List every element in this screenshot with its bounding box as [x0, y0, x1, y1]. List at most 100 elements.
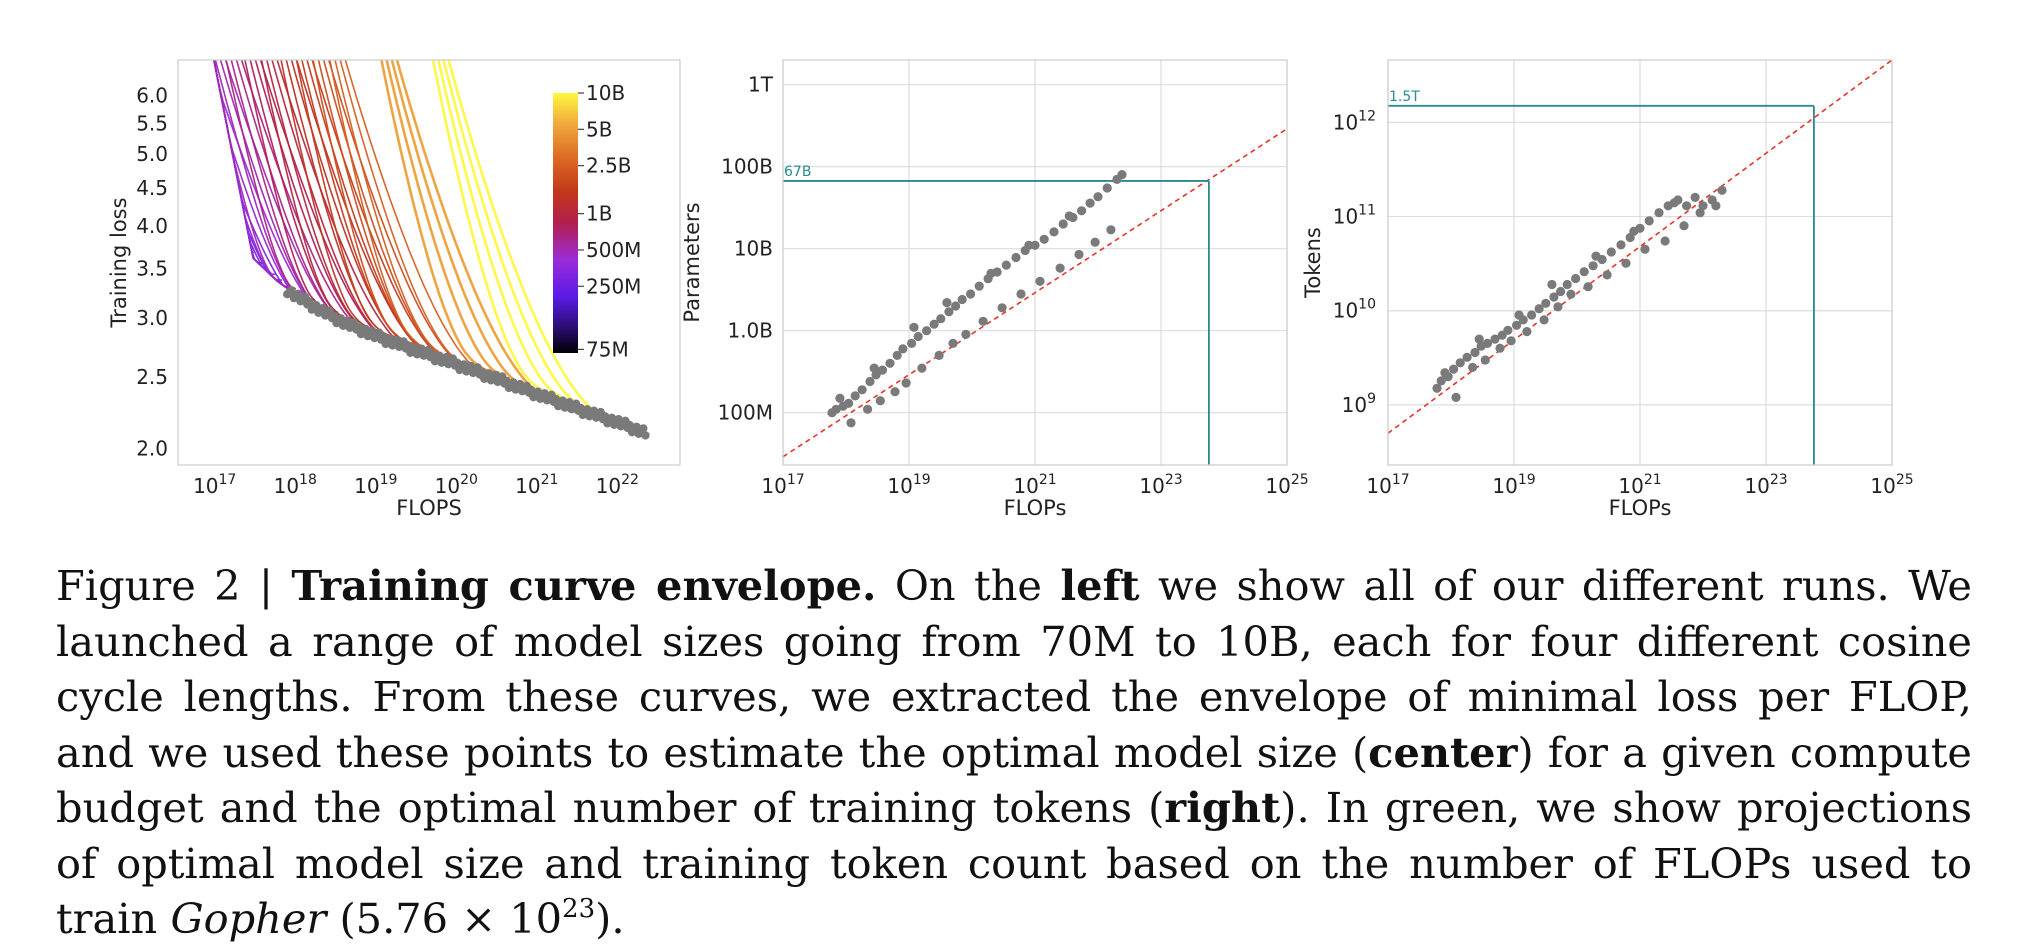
- data-point: [1470, 347, 1480, 358]
- data-point: [986, 268, 996, 278]
- data-point: [951, 301, 961, 311]
- caption-text: we show all of our different runs. We la…: [56, 561, 1972, 777]
- data-point: [1640, 244, 1650, 254]
- data-point: [1583, 282, 1593, 292]
- data-point: [1512, 320, 1522, 330]
- y-tick-label: 1012: [1333, 108, 1376, 134]
- x-axis-label: FLOPs: [1004, 496, 1067, 520]
- training-curve: [329, 60, 439, 352]
- data-point: [1090, 237, 1100, 247]
- y-tick-label: 100B: [721, 155, 773, 179]
- caption-label: Figure 2 |: [56, 561, 292, 610]
- training-curve: [280, 60, 381, 331]
- x-tick-label: 1017: [761, 472, 804, 498]
- data-point: [1549, 292, 1559, 302]
- data-point: [997, 303, 1007, 313]
- data-point: [913, 331, 923, 342]
- data-point: [835, 393, 845, 403]
- x-tick-label: 1017: [193, 472, 236, 498]
- envelope-point: [641, 431, 650, 440]
- x-tick-label: 1017: [1366, 472, 1409, 498]
- data-point: [1064, 211, 1074, 221]
- data-point: [1451, 392, 1461, 402]
- data-point: [1482, 338, 1493, 348]
- caption-text: ). In green, we show projections of opti…: [56, 783, 1972, 943]
- data-point: [1503, 325, 1513, 335]
- data-point: [875, 396, 885, 406]
- projection-label: 67B: [784, 164, 811, 180]
- axes-frame: [782, 59, 1288, 466]
- data-point: [1506, 336, 1516, 346]
- data-point: [1474, 334, 1484, 344]
- x-tick-label: 1025: [1870, 472, 1913, 498]
- training-curve: [213, 60, 292, 289]
- data-point: [877, 365, 888, 375]
- data-point: [1102, 183, 1112, 193]
- data-point: [1654, 208, 1664, 218]
- data-point: [1480, 355, 1490, 365]
- x-tick-label: 1022: [596, 472, 639, 498]
- data-point: [1495, 343, 1505, 353]
- data-point: [892, 350, 902, 360]
- y-tick-label: 1T: [748, 73, 774, 97]
- data-point: [934, 350, 944, 360]
- colorbar-label: 500M: [586, 238, 641, 262]
- data-point: [961, 329, 971, 339]
- data-point: [1695, 208, 1705, 218]
- envelope-point: [287, 286, 296, 295]
- data-point: [936, 314, 946, 324]
- fit-line: [1388, 60, 1892, 434]
- caption-exponent: 23: [562, 894, 596, 924]
- data-point: [1547, 279, 1557, 290]
- axes-frame: [177, 59, 681, 466]
- data-point: [907, 338, 917, 348]
- y-tick-label: 1.0B: [727, 319, 773, 343]
- data-point: [1093, 192, 1103, 202]
- data-point: [1660, 236, 1670, 246]
- data-point: [1035, 276, 1045, 286]
- training-curve: [213, 60, 225, 105]
- data-point: [846, 418, 856, 428]
- y-tick-label: 4.5: [136, 176, 168, 200]
- x-tick-label: 1021: [1013, 472, 1056, 498]
- y-tick-label: 1011: [1333, 203, 1376, 229]
- x-tick-label: 1023: [1139, 472, 1182, 498]
- training-curve: [178, 0, 213, 53]
- data-point: [869, 363, 879, 373]
- caption-bold-right: right: [1164, 783, 1281, 832]
- data-point: [1527, 310, 1537, 320]
- data-point: [1106, 225, 1116, 235]
- data-point: [865, 376, 875, 387]
- data-point: [1579, 267, 1589, 277]
- data-point: [917, 363, 927, 373]
- data-point: [844, 398, 854, 408]
- data-point: [1682, 201, 1692, 211]
- colorbar-label: 75M: [586, 337, 629, 361]
- y-axis-label: Training loss: [107, 197, 131, 328]
- data-point: [1001, 260, 1011, 270]
- data-point: [1644, 216, 1654, 226]
- data-point: [978, 316, 988, 326]
- colorbar: [553, 93, 578, 353]
- training-curve: [213, 60, 272, 274]
- data-point: [1514, 310, 1524, 320]
- training-curve: [178, 0, 205, 11]
- x-tick-label: 1025: [1265, 472, 1308, 498]
- y-tick-label: 5.0: [136, 142, 168, 166]
- colorbar-label: 10B: [586, 81, 625, 105]
- chart-parameters: 67B 1017 1019 1021 1023 1025 100M 1.0B 10B 100B 1T…: [680, 59, 1309, 520]
- data-point: [1588, 261, 1598, 271]
- data-point: [922, 326, 932, 336]
- caption-title: Training curve envelope.: [291, 561, 877, 610]
- axes-frame: [1387, 59, 1893, 466]
- data-point: [1432, 383, 1442, 393]
- y-axis-label: Parameters: [680, 202, 704, 322]
- training-curve: [213, 60, 215, 61]
- data-point: [1049, 227, 1059, 237]
- data-point: [857, 385, 867, 395]
- x-axis-label: FLOPS: [396, 496, 462, 520]
- data-point: [944, 307, 954, 317]
- data-point: [1462, 352, 1472, 362]
- x-tick-label: 1019: [354, 472, 397, 498]
- y-tick-label: 4.0: [136, 214, 168, 238]
